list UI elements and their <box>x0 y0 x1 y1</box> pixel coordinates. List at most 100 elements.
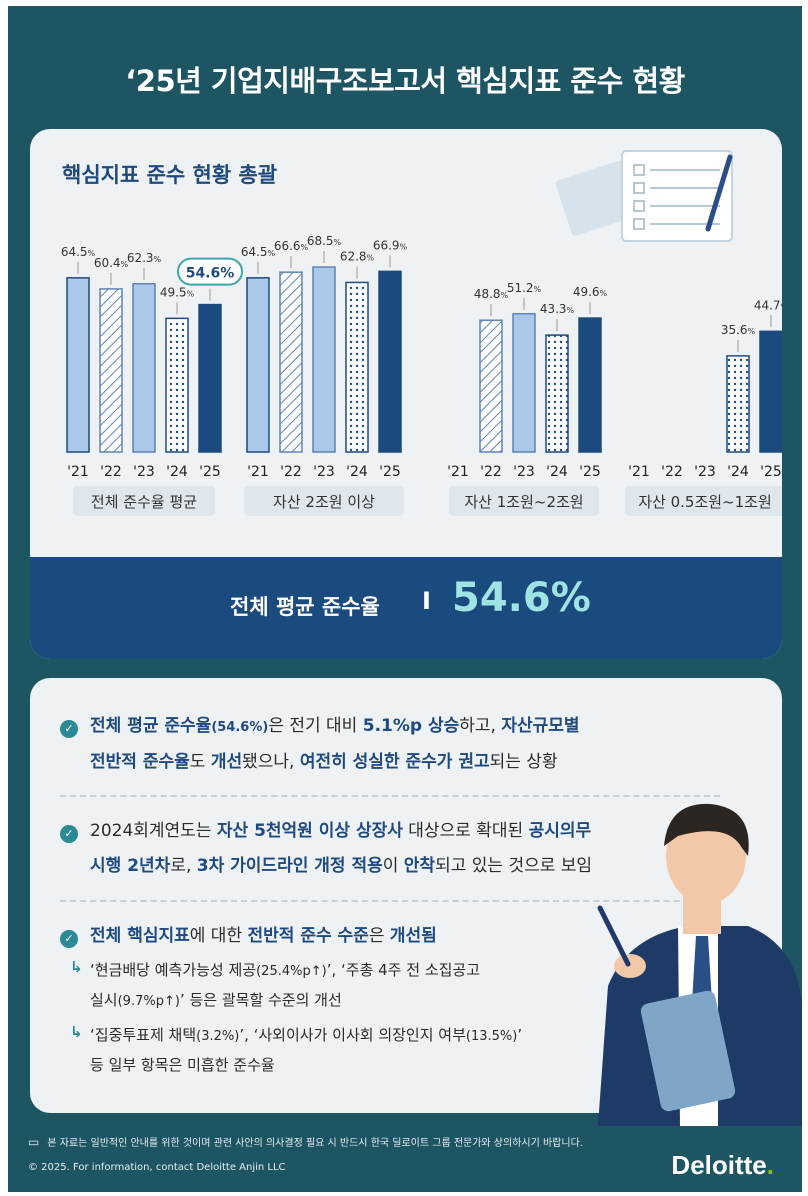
finding-1-p6: 자산규모별 <box>501 716 580 736</box>
x-tick-label: '25 <box>760 464 782 480</box>
average-band: 전체 평균 준수율 I 54.6% <box>30 557 782 659</box>
bar <box>165 317 189 453</box>
finding-1-line1: 전체 평균 준수율(54.6%)은 전기 대비 5.1%p 상승하고, 자산규모… <box>90 709 580 745</box>
finding-2-p9: 안착 <box>403 856 436 876</box>
bar <box>279 271 303 453</box>
data-label: 44.7% <box>754 298 782 312</box>
bar <box>512 313 536 453</box>
sub-finding-2-a: ‘집중투표제 채택 <box>90 1026 197 1044</box>
x-tick-label: '23 <box>133 464 155 480</box>
bar <box>99 288 123 453</box>
finding-2-p7: 3차 가이드라인 개정 적용 <box>196 856 383 876</box>
bar <box>378 270 402 453</box>
group-label-box <box>244 486 404 516</box>
check-icon: ✓ <box>60 930 78 948</box>
band-value: 54.6% <box>452 575 591 621</box>
highlight-pill <box>177 257 243 286</box>
x-tick-label: '21 <box>247 464 269 480</box>
sub-finding-2-f: 등 일부 항목은 미흡한 준수율 <box>90 1056 275 1074</box>
group-label-box <box>625 486 782 516</box>
sub-finding-2-d: (13.5%) <box>465 1029 518 1044</box>
sub-finding-2-e: ’ <box>517 1026 523 1044</box>
page-title: ‘25년 기업지배구조보고서 핵심지표 준수 현황 <box>125 64 685 98</box>
band-label: 전체 평균 준수율 <box>230 595 380 619</box>
finding-1-p9: 개선 <box>210 752 243 772</box>
group-label: 자산 2조원 이상 <box>273 493 375 511</box>
data-label-unit: % <box>501 291 509 300</box>
finding-2-p4: 공시의무 <box>528 821 592 841</box>
summary-heading: 핵심지표 준수 현황 총괄 <box>62 163 278 187</box>
sub-finding-1-a: ‘현금배당 예측가능성 제공 <box>90 961 257 979</box>
finding-2-p2: 자산 5천억원 이상 상장사 <box>216 821 403 841</box>
x-tick-label: '22 <box>661 464 683 480</box>
data-label: 54.6% <box>186 266 235 282</box>
finding-1-p10: 됐으나, <box>242 752 300 772</box>
chart-group: '21 64.5% '22 60.4% '23 62.3% '24 49.5% '25 54.6%… <box>61 245 243 516</box>
x-tick-label: '25 <box>199 464 221 480</box>
sub-finding-1-d: 실시 <box>90 991 118 1009</box>
data-label-unit: % <box>121 260 129 269</box>
sub-finding-1-f: ’ 등은 괄목할 수준의 개선 <box>179 991 342 1009</box>
finding-1-p12: 되는 상황 <box>489 752 558 772</box>
finding-2-p6: 로, <box>170 856 197 876</box>
bar-chart: '21 64.5% '22 60.4% '23 62.3% '24 49.5% '25 54.6%… <box>61 150 782 516</box>
bar <box>345 281 369 453</box>
x-tick-label: '25 <box>579 464 601 480</box>
data-label-unit: % <box>600 289 608 298</box>
x-tick-label: '22 <box>480 464 502 480</box>
bar <box>578 317 602 453</box>
finding-3-p5: 개선됨 <box>389 926 437 946</box>
finding-2-p3: 대상으로 확대된 <box>402 821 529 841</box>
bar <box>312 266 336 453</box>
x-tick-label: '23 <box>313 464 335 480</box>
finding-3: 전체 핵심지표에 대한 전반적 준수 수준은 개선됨 <box>90 919 437 954</box>
chart-group: '21 '22 48.8% '23 51.2% '24 43.3% '25 49.6% 자산 1조… <box>447 281 608 516</box>
x-tick-label: '22 <box>100 464 122 480</box>
bar <box>66 277 90 453</box>
sub-finding-2: ‘집중투표제 채택(3.2%)’, ‘사외이사가 이사회 의장인지 여부(13.… <box>90 1021 522 1079</box>
finding-2-p10: 되고 있는 것으로 보임 <box>435 856 593 876</box>
data-label: 62.3% <box>127 251 162 265</box>
data-label-unit: % <box>748 327 756 336</box>
sub-finding-2-b: (3.2%) <box>196 1029 240 1044</box>
x-tick-label: '22 <box>280 464 302 480</box>
group-label-box <box>73 486 215 516</box>
clipboard-illustration <box>555 150 733 242</box>
finding-2-p8: 이 <box>382 856 404 876</box>
bar <box>759 330 782 453</box>
finding-1-p7: 전반적 준수율 <box>90 752 190 772</box>
data-label: 68.5% <box>307 234 342 248</box>
finding-1-line2: 전반적 준수율도 개선됐으나, 여전히 성실한 준수가 권고되는 상황 <box>90 745 580 780</box>
data-label-unit: % <box>154 255 162 264</box>
data-label: 62.8% <box>340 249 375 263</box>
x-tick-label: '24 <box>166 464 188 480</box>
chart-group: '21 '22 '23 '24 35.6% '25 44.7% 자산 0.5조원~1조원 <box>625 298 782 516</box>
finding-2-p1: 2024회계연도는 <box>90 821 217 841</box>
finding-3-p4: 은 <box>368 926 390 946</box>
finding-1-p1: 전체 평균 준수율 <box>90 716 212 736</box>
bar <box>479 319 503 453</box>
finding-1: 전체 평균 준수율(54.6%)은 전기 대비 5.1%p 상승하고, 자산규모… <box>90 709 580 780</box>
band-separator: I <box>422 587 431 615</box>
logo-text: Deloitte <box>671 1150 767 1180</box>
data-label-unit: % <box>88 249 96 258</box>
finding-2-line1: 2024회계연도는 자산 5천억원 이상 상장사 대상으로 확대된 공시의무 <box>90 814 592 849</box>
data-label: 49.5% <box>160 285 195 299</box>
data-label: 43.3% <box>540 302 575 316</box>
data-label-unit: % <box>400 242 408 251</box>
bar <box>726 355 750 453</box>
finding-1-p3: 은 전기 대비 <box>268 716 363 736</box>
disclaimer: ▭ 본 자료는 일반적인 안내를 위한 것이며 관련 사안의 의사결정 필요 시 … <box>28 1134 583 1149</box>
divider <box>60 795 720 797</box>
data-label: 66.9% <box>373 238 408 252</box>
data-label: 51.2% <box>507 281 542 295</box>
data-label-unit: % <box>334 238 342 247</box>
finding-3-p2: 에 대한 <box>189 926 248 946</box>
x-tick-label: '23 <box>694 464 716 480</box>
deloitte-logo: Deloitte. <box>671 1150 774 1181</box>
copyright: © 2025. For information, contact Deloitt… <box>28 1162 286 1173</box>
sub-finding-1-c: ’, ‘주총 4주 전 소집공고 <box>326 961 481 979</box>
x-tick-label: '21 <box>67 464 89 480</box>
data-label: 35.6% <box>721 323 756 337</box>
infographic-page: ‘25년 기업지배구조보고서 핵심지표 준수 현황 핵심지표 준수 현황 총괄 <box>8 6 802 1192</box>
